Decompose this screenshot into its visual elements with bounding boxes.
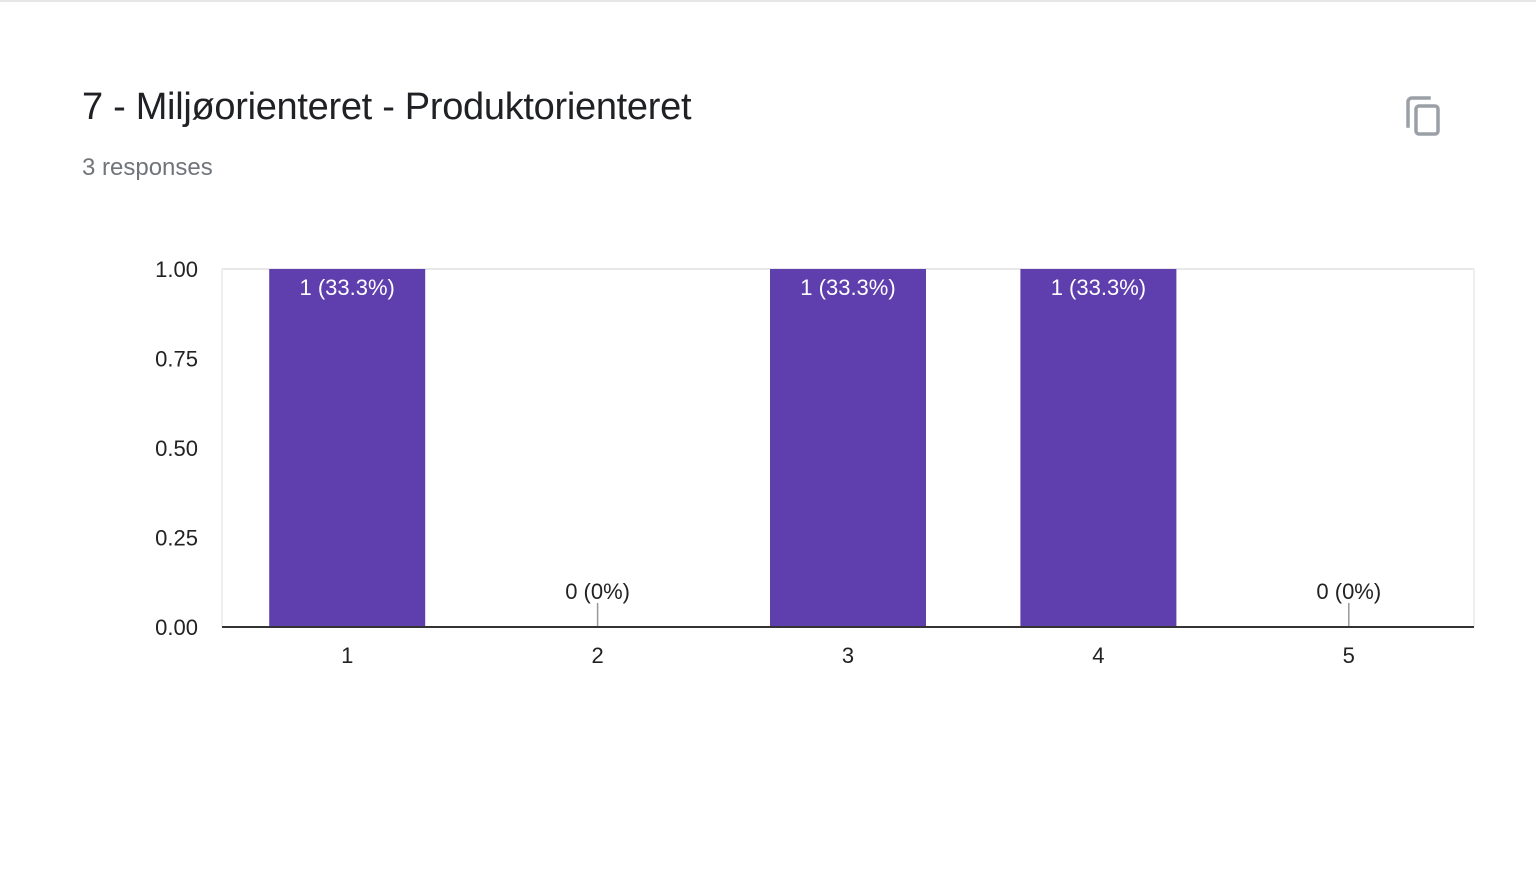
y-tick-label: 0.50	[155, 436, 198, 461]
x-tick-label: 4	[1092, 643, 1104, 668]
x-tick-label: 5	[1343, 643, 1355, 668]
copy-chart-button[interactable]	[1400, 92, 1450, 142]
x-tick-label: 2	[591, 643, 603, 668]
y-tick-label: 1.00	[155, 257, 198, 282]
bar-data-label: 0 (0%)	[565, 579, 630, 604]
bar-data-label: 1 (33.3%)	[300, 275, 395, 300]
copy-icon	[1406, 96, 1440, 136]
y-tick-label: 0.00	[155, 615, 198, 640]
y-tick-label: 0.25	[155, 526, 198, 551]
bar-data-label: 1 (33.3%)	[1051, 275, 1146, 300]
x-tick-label: 1	[341, 643, 353, 668]
x-tick-label: 3	[842, 643, 854, 668]
bar	[770, 269, 926, 627]
response-count: 3 responses	[82, 154, 213, 181]
bar-data-label: 1 (33.3%)	[800, 275, 895, 300]
bar	[1020, 269, 1177, 627]
question-title: 7 - Miljøorienteret - Produktorienteret	[82, 86, 692, 128]
bar	[269, 269, 426, 627]
y-tick-label: 0.75	[155, 347, 198, 372]
bar-data-label: 0 (0%)	[1316, 579, 1381, 604]
